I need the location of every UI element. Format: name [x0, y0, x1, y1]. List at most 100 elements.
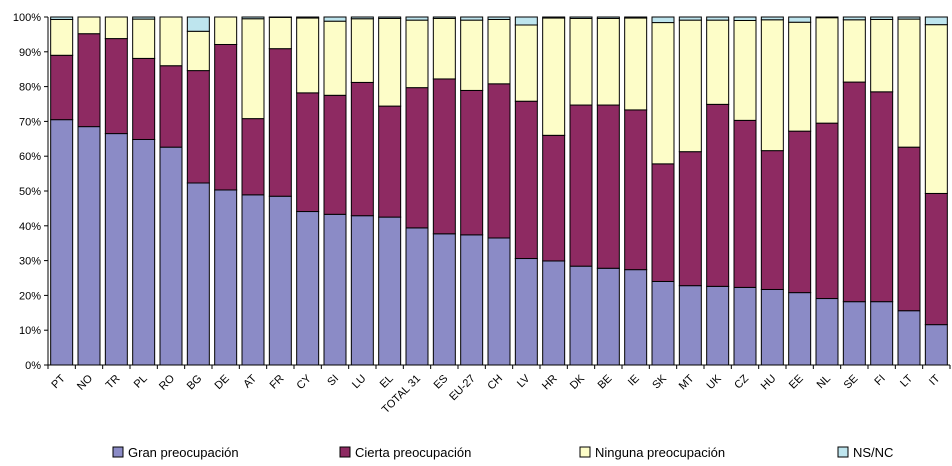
bar-segment-es-s0: [432, 233, 456, 366]
bar-segment-lv-s3: [514, 16, 538, 26]
y-tick-label: 40%: [19, 221, 41, 233]
bar-segment-ro-s0: [159, 146, 183, 366]
bar-segment-lt-s0: [897, 310, 921, 366]
x-tick-label: LT: [898, 372, 915, 389]
bar-segment-be-s1: [596, 104, 620, 269]
bar-segment-pt-s3: [50, 16, 74, 20]
bar-segment-cz-s0: [733, 286, 757, 366]
y-tick-label: 0%: [25, 360, 41, 372]
bar-segment-ch-s1: [487, 83, 511, 239]
x-tick-label: CZ: [732, 372, 751, 391]
x-tick-label: BG: [185, 373, 205, 393]
bar-segment-el-s0: [378, 216, 402, 366]
x-tick-label: TR: [104, 373, 123, 392]
y-tick-label: 20%: [19, 290, 41, 302]
bar-segment-it-s1: [924, 192, 948, 326]
bar-segment-uk-s1: [706, 103, 730, 287]
legend-label: Ninguna preocupación: [595, 445, 725, 460]
x-tick-label: HR: [540, 373, 560, 393]
legend-swatch: [112, 446, 124, 458]
bar-segment-mt-s1: [678, 151, 702, 287]
bar-segment-cz-s1: [733, 119, 757, 288]
bar-segment-total-31-s2: [405, 19, 429, 89]
x-tick-label: PT: [49, 372, 68, 391]
bar-segment-cz-s3: [733, 16, 757, 21]
bar-segment-pt-s0: [50, 119, 74, 366]
bar-segment-at-s0: [241, 194, 265, 366]
bar-segment-hu-s1: [760, 150, 784, 290]
bar-segment-tr-s1: [104, 38, 128, 135]
bar-segment-fi-s0: [870, 301, 894, 366]
bar-segment-pl-s3: [132, 16, 156, 20]
legend-label: Cierta preocupación: [355, 445, 471, 460]
bar-segment-eu-27-s2: [460, 19, 484, 91]
bar-segment-total-31-s0: [405, 227, 429, 366]
bar-segment-lt-s2: [897, 18, 921, 148]
bar-segment-bg-s2: [186, 30, 210, 72]
bar-segment-nl-s0: [815, 298, 839, 366]
bar-segment-total-31-s1: [405, 87, 429, 229]
bar-segment-lu-s3: [350, 16, 374, 20]
bar-segment-cy-s2: [296, 17, 320, 94]
bar-segment-pt-s2: [50, 18, 74, 56]
bar-segment-bg-s0: [186, 182, 210, 366]
x-tick-label: SE: [842, 373, 861, 392]
bar-segment-tr-s0: [104, 133, 128, 366]
bar-segment-ch-s3: [487, 16, 511, 20]
x-tick-label: NO: [75, 372, 95, 392]
bar-segment-sk-s0: [651, 280, 675, 366]
x-tick-label: ES: [432, 373, 451, 392]
x-tick-label: MT: [677, 372, 697, 392]
x-tick-label: HU: [759, 373, 779, 393]
bar-segment-hu-s3: [760, 16, 784, 21]
y-tick-label: 70%: [19, 116, 41, 128]
x-tick-label: CH: [485, 373, 505, 393]
legend-swatch: [339, 446, 351, 458]
bar-segment-cy-s1: [296, 92, 320, 213]
y-tick-label: 100%: [13, 12, 41, 24]
x-tick-label: RO: [157, 372, 177, 392]
bar-segment-lu-s0: [350, 215, 374, 366]
bar-segment-es-s1: [432, 78, 456, 235]
bar-segment-es-s3: [432, 16, 456, 19]
bar-segment-pl-s1: [132, 57, 156, 140]
bar-segment-hu-s0: [760, 288, 784, 366]
bar-segment-no-s2: [77, 16, 101, 35]
bar-segment-sk-s1: [651, 163, 675, 282]
bar-segment-si-s3: [323, 16, 347, 22]
bar-segment-uk-s3: [706, 16, 730, 21]
bar-segment-eu-27-s3: [460, 16, 484, 21]
bar-segment-eu-27-s1: [460, 89, 484, 236]
bar-segment-dk-s3: [569, 16, 593, 19]
x-tick-label: DK: [568, 372, 588, 392]
bar-segment-pl-s0: [132, 139, 156, 366]
bar-segment-nl-s2: [815, 17, 839, 124]
bar-segment-dk-s0: [569, 265, 593, 366]
bar-segment-be-s0: [596, 267, 620, 366]
bar-segment-dk-s1: [569, 104, 593, 267]
bar-segment-hr-s0: [542, 260, 566, 366]
y-tick-label: 60%: [19, 151, 41, 163]
bar-segment-si-s2: [323, 20, 347, 96]
x-tick-label: IT: [927, 372, 943, 388]
bar-segment-lt-s1: [897, 146, 921, 312]
bar-segment-ch-s0: [487, 237, 511, 366]
bar-segment-hr-s3: [542, 16, 566, 19]
x-tick-label: LV: [515, 372, 533, 390]
bar-segment-be-s2: [596, 17, 620, 106]
x-tick-label: FI: [872, 373, 887, 388]
bar-segment-mt-s2: [678, 19, 702, 153]
y-tick-label: 80%: [19, 82, 41, 94]
bar-segment-at-s1: [241, 118, 265, 196]
x-tick-label: DE: [212, 373, 231, 392]
bar-segment-ie-s3: [624, 16, 648, 19]
bar-segment-ee-s1: [788, 130, 812, 294]
bar-segment-sk-s2: [651, 22, 675, 165]
bar-segment-se-s1: [842, 81, 866, 303]
bar-segment-mt-s3: [678, 16, 702, 21]
x-tick-label: NL: [815, 373, 833, 391]
x-tick-label: SI: [325, 373, 341, 389]
